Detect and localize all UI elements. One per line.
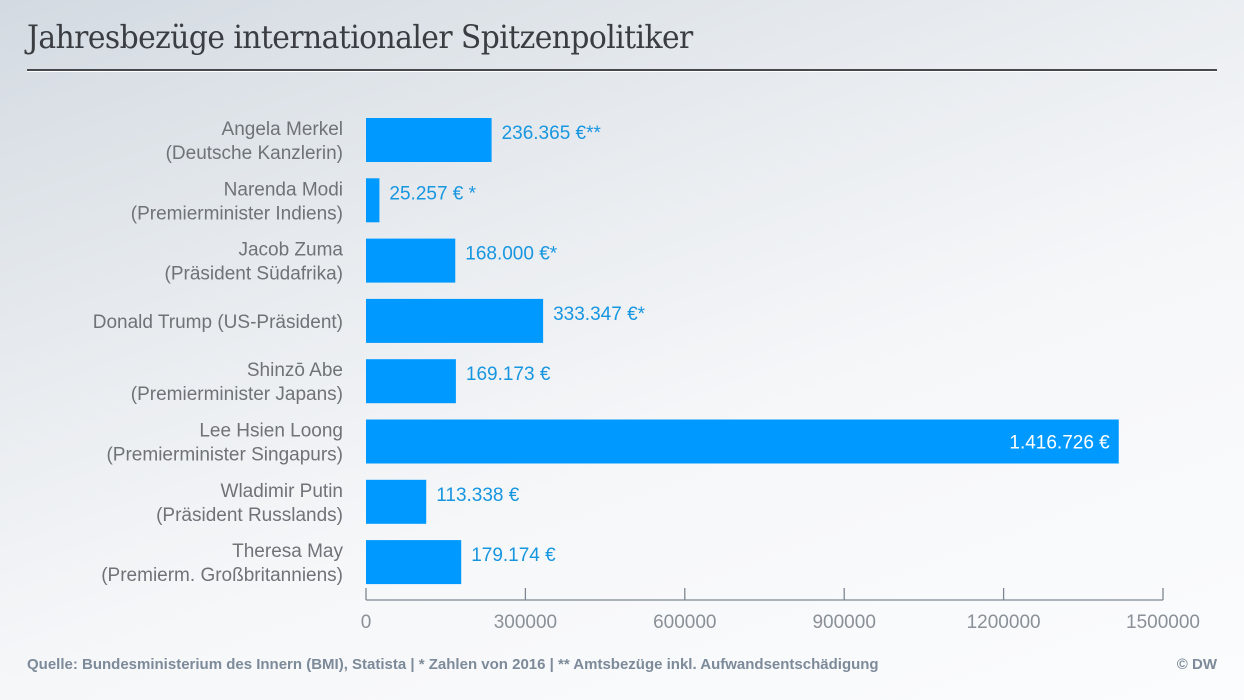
value-label: 1.416.726 € (1009, 433, 1110, 454)
x-axis: 0 300000 600000 900000 1200000 1500000 (361, 588, 1200, 633)
bar-group: Donald Trump (US-Präsident) 333.347 €* (93, 298, 646, 343)
value-label: 169.173 € (466, 364, 551, 385)
bar (366, 479, 427, 524)
value-label: 236.365 €** (502, 123, 602, 144)
bar (366, 118, 492, 162)
source-note: Quelle: Bundesministerium des Innern (BM… (27, 656, 879, 673)
category-label-name: Angela Merkel (222, 119, 343, 140)
value-label: 179.174 € (471, 545, 556, 566)
bar-group: Jacob Zuma (Präsident Südafrika) 168.000 €… (165, 238, 558, 285)
category-label-name: Donald Trump (US-Präsident) (93, 312, 343, 333)
bar-group: Lee Hsien Loong (Premierminister Singapur… (106, 419, 1119, 466)
category-label-name: Wladimir Putin (221, 481, 343, 502)
title-divider (27, 69, 1217, 71)
bar (366, 298, 544, 343)
bar-group: Narenda Modi (Premierminister Indiens) 25.… (131, 178, 477, 224)
value-label: 333.347 €* (553, 304, 646, 325)
copyright: © DW (1176, 656, 1217, 673)
category-label-role: (Deutsche Kanzlerin) (166, 143, 343, 164)
category-label-name: Shinzō Abe (247, 360, 343, 381)
bar (366, 238, 456, 283)
category-label-role: (Premierminister Indiens) (131, 203, 343, 224)
x-tick-label: 600000 (653, 612, 716, 633)
bar-group: Shinzō Abe (Premierminister Japans) 169.17… (131, 359, 551, 405)
x-tick-label: 1500000 (1126, 612, 1200, 633)
x-tick-label: 300000 (494, 612, 557, 633)
x-tick-label: 1200000 (967, 612, 1041, 633)
category-label-name: Jacob Zuma (238, 240, 343, 261)
x-tick-label: 0 (361, 612, 372, 633)
category-label-role: (Premierminister Japans) (131, 384, 343, 405)
bar (366, 359, 456, 404)
category-label-name: Lee Hsien Loong (199, 421, 343, 442)
bars-layer: Angela Merkel (Deutsche Kanzlerin) 236.365… (93, 118, 1119, 586)
bar-group: Theresa May (Premierm. Großbritanniens) 17… (101, 540, 556, 586)
chart-title: Jahresbezüge internationaler Spitzenpoli… (27, 18, 693, 56)
bar-group: Wladimir Putin (Präsident Russlands) 113.3… (156, 479, 520, 526)
category-label-role: (Präsident Russlands) (156, 505, 343, 526)
category-label-name: Narenda Modi (224, 179, 343, 200)
category-label-role: (Premierminister Singapurs) (106, 445, 343, 466)
bar (366, 178, 380, 223)
value-label: 25.257 € * (389, 183, 476, 204)
value-label: 113.338 € (436, 485, 520, 506)
category-label-role: (Premierm. Großbritanniens) (101, 565, 343, 586)
bar (366, 419, 1119, 464)
value-label: 168.000 €* (465, 244, 558, 265)
category-label-role: (Präsident Südafrika) (165, 264, 343, 285)
category-label-name: Theresa May (232, 541, 343, 562)
bar (366, 540, 462, 585)
x-tick-label: 900000 (812, 612, 875, 633)
bar-group: Angela Merkel (Deutsche Kanzlerin) 236.365… (166, 118, 602, 164)
